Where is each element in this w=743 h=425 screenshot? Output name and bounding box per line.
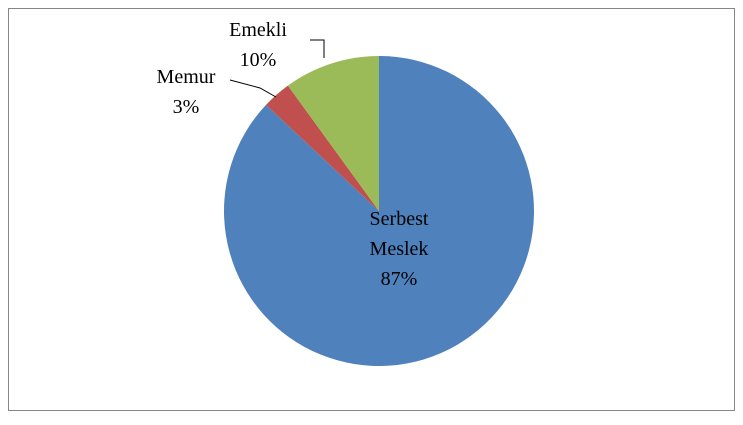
- category-label: Memur: [156, 66, 216, 88]
- data-label: Memur 3%: [140, 62, 232, 122]
- data-label: Serbest Meslek 87%: [344, 204, 454, 294]
- leader-line: [229, 79, 277, 98]
- category-label: Emekli: [229, 19, 287, 41]
- value-label: 10%: [239, 49, 277, 71]
- pie-slice: [287, 56, 379, 211]
- pie-slice: [266, 85, 379, 211]
- pie: [224, 56, 534, 366]
- value-label: 87%: [380, 268, 418, 290]
- category-label: Serbest Meslek: [369, 208, 429, 260]
- data-label: Emekli 10%: [205, 15, 311, 75]
- value-label: 3%: [172, 96, 200, 118]
- leader-line: [310, 39, 325, 58]
